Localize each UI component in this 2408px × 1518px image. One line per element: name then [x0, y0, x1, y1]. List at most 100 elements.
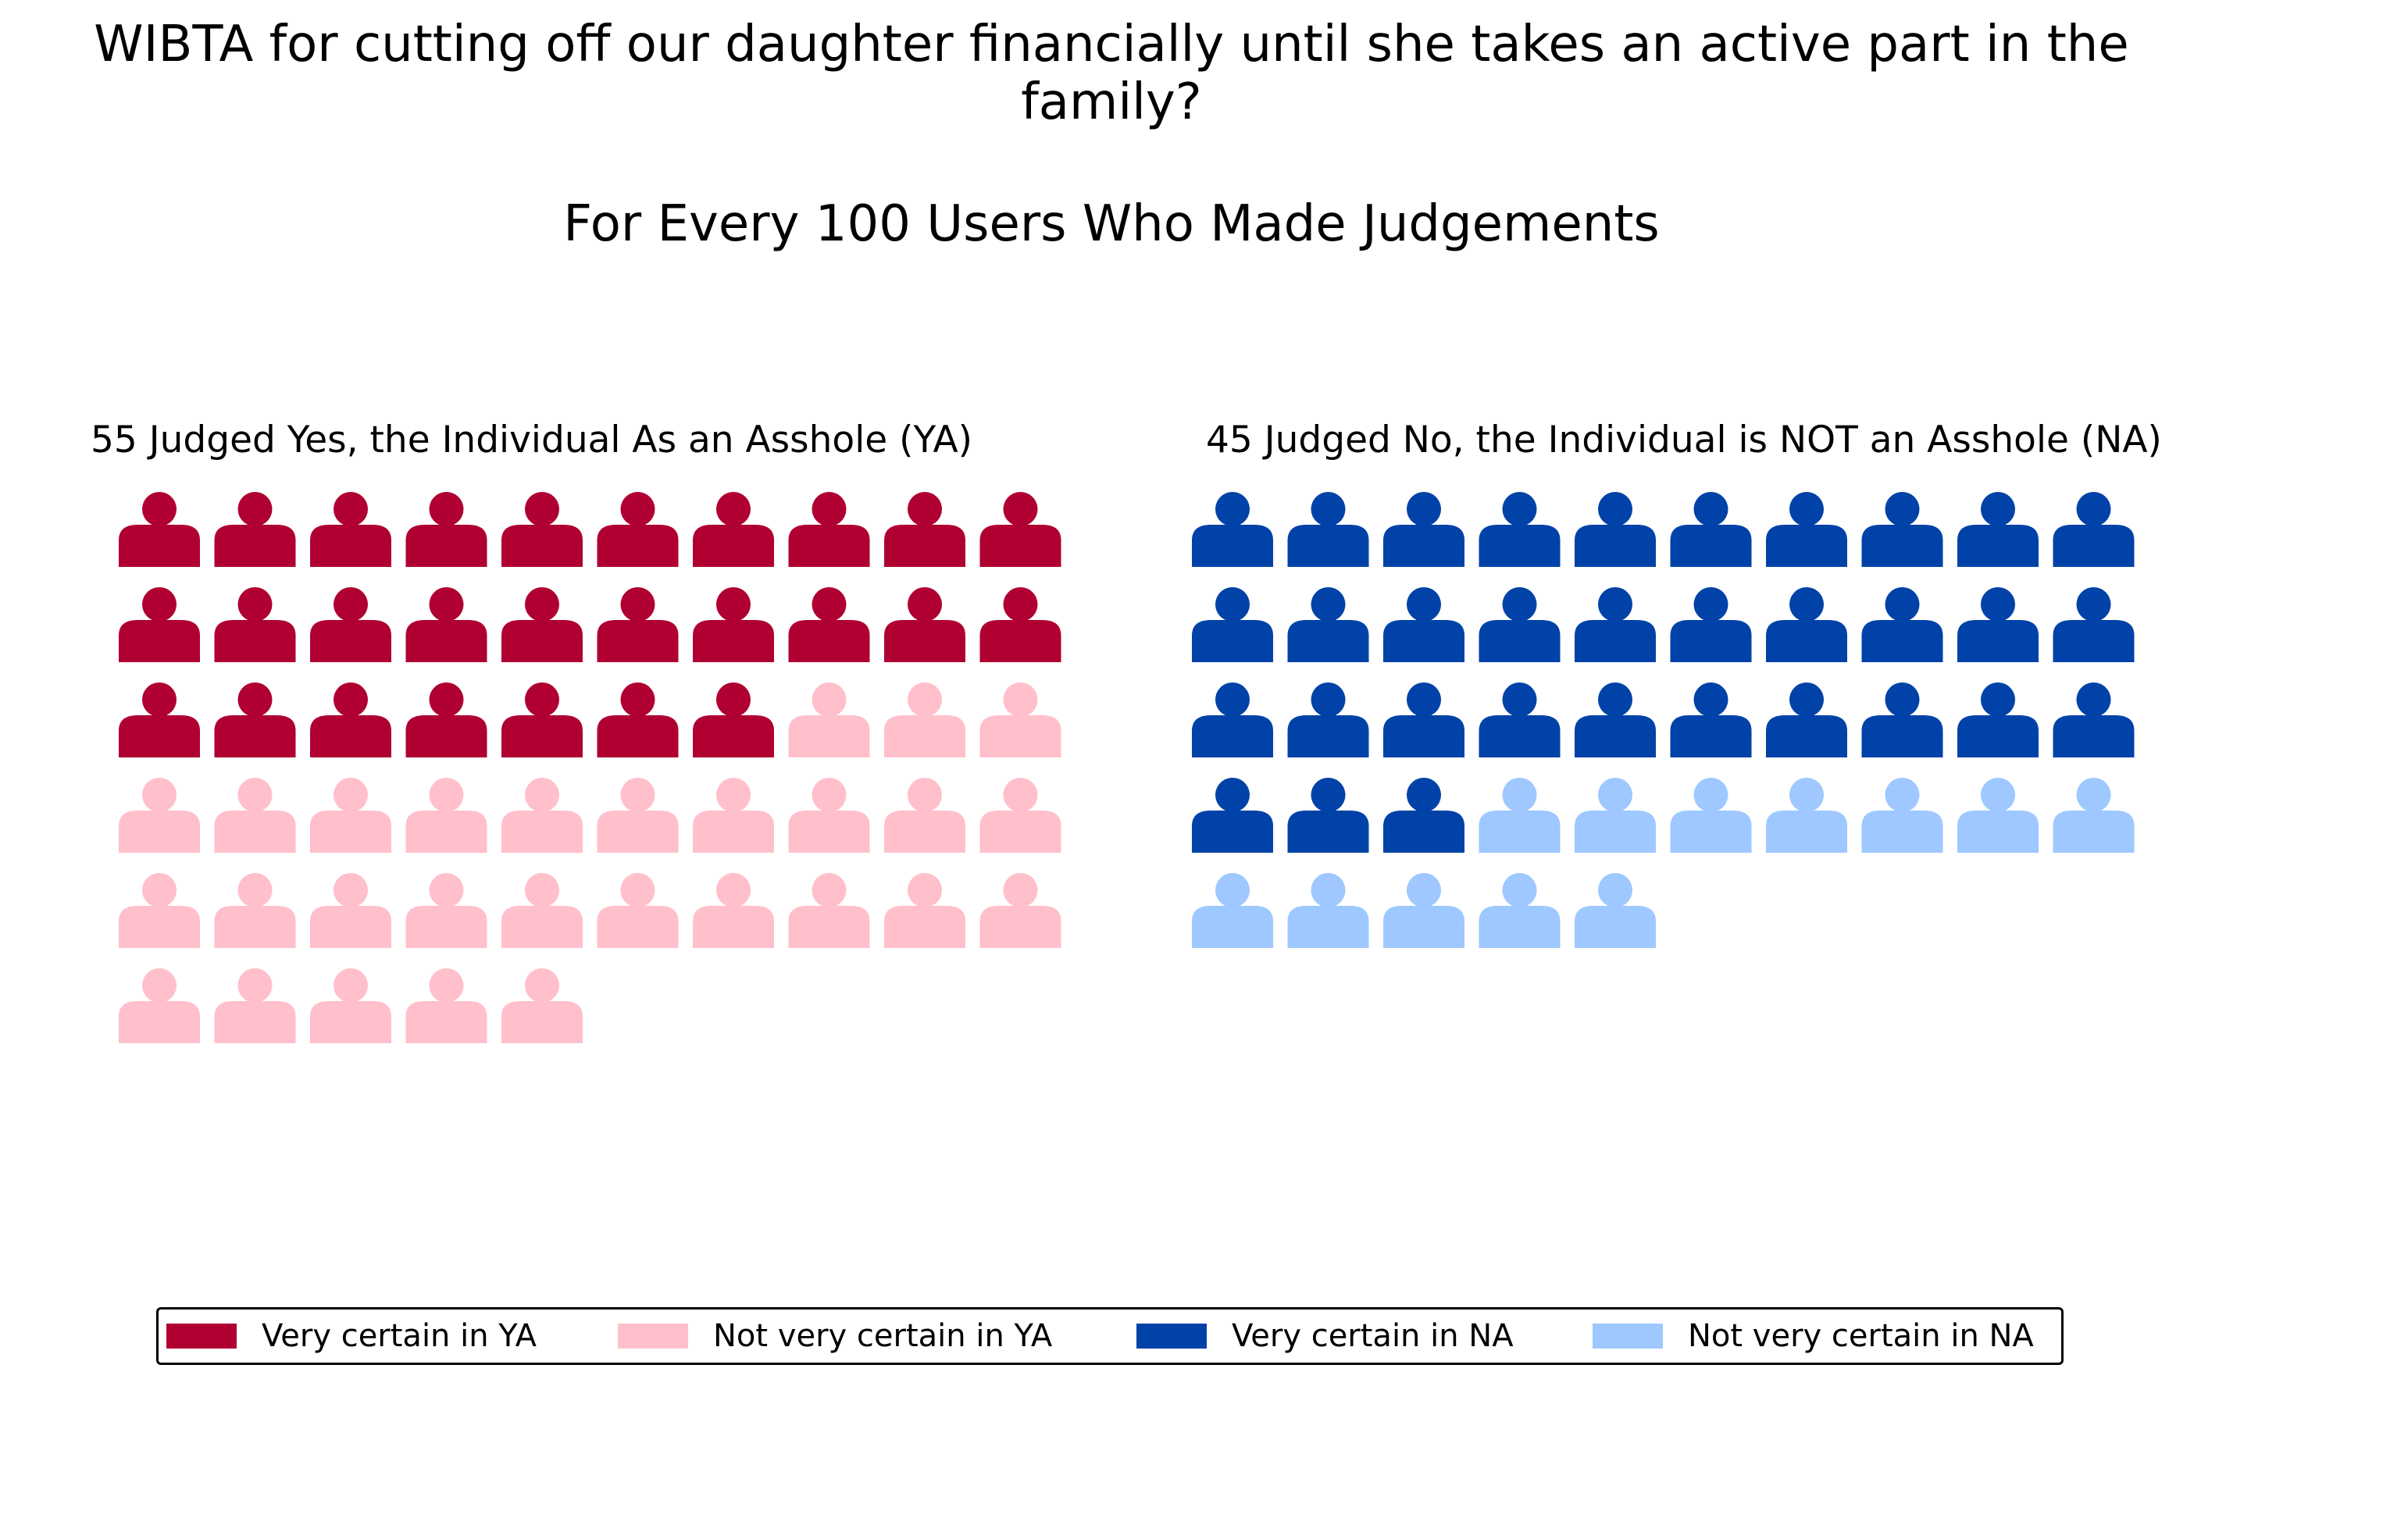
person-icon-ya-very-certain-in-ya [788, 492, 870, 567]
person-icon-ya-very-certain-in-ya [310, 587, 391, 662]
person-icon-ya-very-certain-in-ya [214, 682, 296, 757]
person-icon-ya-not-very-certain-in-ya [214, 968, 296, 1043]
person-icon-ya-very-certain-in-ya [979, 492, 1061, 567]
legend-label-very-certain-na: Very certain in NA [1232, 1318, 1514, 1354]
chart-title-line-2: family? [1021, 73, 1202, 131]
person-icon-na-not-very-certain-in-na [1479, 778, 1561, 853]
person-icon-na-very-certain-in-na [1766, 587, 1847, 662]
person-icon-ya-very-certain-in-ya [405, 587, 487, 662]
person-icon-ya-not-very-certain-in-ya [405, 873, 487, 948]
person-icon-na-not-very-certain-in-na [1383, 873, 1464, 948]
person-icon-ya-not-very-certain-in-ya [884, 682, 965, 757]
person-icon-na-not-very-certain-in-na [1575, 873, 1656, 948]
chart-subtitle: For Every 100 Users Who Made Judgements [563, 195, 1660, 253]
person-icon-ya-very-certain-in-ya [501, 492, 583, 567]
person-icon-na-very-certain-in-na [1287, 682, 1369, 757]
person-icon-ya-very-certain-in-ya [597, 587, 679, 662]
person-icon-na-very-certain-in-na [1192, 587, 1273, 662]
person-icon-na-very-certain-in-na [1670, 682, 1752, 757]
person-icon-ya-not-very-certain-in-ya [501, 778, 583, 853]
person-icon-na-very-certain-in-na [1192, 492, 1273, 567]
person-icon-na-very-certain-in-na [1287, 492, 1369, 567]
person-icon-ya-very-certain-in-ya [119, 492, 200, 567]
legend-label-very-certain-ya: Very certain in YA [262, 1318, 537, 1354]
person-icon-ya-not-very-certain-in-ya [119, 968, 200, 1043]
person-icon-na-not-very-certain-in-na [1192, 873, 1273, 948]
panel-title-ya: 55 Judged Yes, the Individual As an Assh… [91, 419, 972, 461]
person-icon-ya-very-certain-in-ya [119, 587, 200, 662]
legend-item-not-very-certain-ya: Not very certain in YA [618, 1310, 1052, 1363]
panel-na-icons [1192, 492, 2135, 948]
person-icon-ya-very-certain-in-ya [310, 682, 391, 757]
person-icon-ya-very-certain-in-ya [405, 682, 487, 757]
legend: Very certain in YA Not very certain in Y… [156, 1307, 2064, 1365]
person-icon-ya-not-very-certain-in-ya [501, 873, 583, 948]
person-icon-na-very-certain-in-na [1383, 587, 1464, 662]
person-icon-ya-not-very-certain-in-ya [979, 682, 1061, 757]
person-icon-ya-very-certain-in-ya [501, 682, 583, 757]
person-icon-na-very-certain-in-na [1479, 492, 1561, 567]
person-icon-na-very-certain-in-na [1861, 492, 1943, 567]
person-icon-ya-very-certain-in-ya [405, 492, 487, 567]
legend-label-not-very-certain-ya: Not very certain in YA [713, 1318, 1053, 1354]
person-icon-ya-not-very-certain-in-ya [693, 873, 774, 948]
person-icon-ya-not-very-certain-in-ya [788, 682, 870, 757]
person-icon-na-very-certain-in-na [1479, 587, 1561, 662]
person-icon-na-very-certain-in-na [1575, 587, 1656, 662]
person-icon-ya-not-very-certain-in-ya [310, 873, 391, 948]
person-icon-ya-not-very-certain-in-ya [884, 778, 965, 853]
legend-swatch-very-certain-ya [166, 1324, 237, 1349]
person-icon-na-not-very-certain-in-na [1575, 778, 1656, 853]
person-icon-na-very-certain-in-na [1670, 492, 1752, 567]
person-icon-ya-not-very-certain-in-ya [693, 778, 774, 853]
person-icon-na-not-very-certain-in-na [1861, 778, 1943, 853]
person-icon-na-very-certain-in-na [2053, 587, 2135, 662]
person-icon-na-not-very-certain-in-na [1479, 873, 1561, 948]
person-icon-ya-not-very-certain-in-ya [119, 778, 200, 853]
legend-swatch-not-very-certain-na [1593, 1324, 1663, 1349]
person-icon-ya-not-very-certain-in-ya [310, 778, 391, 853]
person-icon-ya-very-certain-in-ya [788, 587, 870, 662]
person-icon-na-very-certain-in-na [1957, 492, 2039, 567]
person-icon-na-very-certain-in-na [2053, 682, 2135, 757]
legend-item-not-very-certain-na: Not very certain in NA [1593, 1310, 2034, 1363]
person-icon-ya-not-very-certain-in-ya [788, 778, 870, 853]
person-icon-ya-not-very-certain-in-ya [405, 778, 487, 853]
person-icon-ya-very-certain-in-ya [884, 492, 965, 567]
person-icon-na-very-certain-in-na [1192, 778, 1273, 853]
person-icon-ya-very-certain-in-ya [979, 587, 1061, 662]
legend-label-not-very-certain-na: Not very certain in NA [1688, 1318, 2034, 1354]
chart-title-line-1: WIBTA for cutting off our daughter finan… [94, 16, 2129, 73]
person-icon-na-not-very-certain-in-na [1766, 778, 1847, 853]
person-icon-na-not-very-certain-in-na [1670, 778, 1752, 853]
person-icon-na-very-certain-in-na [1957, 587, 2039, 662]
person-icon-ya-not-very-certain-in-ya [979, 873, 1061, 948]
person-icon-na-very-certain-in-na [1287, 778, 1369, 853]
person-icon-ya-very-certain-in-ya [597, 682, 679, 757]
person-icon-ya-very-certain-in-ya [884, 587, 965, 662]
person-icon-na-not-very-certain-in-na [1287, 873, 1369, 948]
person-icon-na-very-certain-in-na [1766, 492, 1847, 567]
person-icon-ya-not-very-certain-in-ya [884, 873, 965, 948]
person-icon-na-very-certain-in-na [1766, 682, 1847, 757]
legend-swatch-very-certain-na [1136, 1324, 1207, 1349]
person-icon-na-very-certain-in-na [2053, 492, 2135, 567]
person-icon-ya-very-certain-in-ya [693, 682, 774, 757]
legend-swatch-not-very-certain-ya [618, 1324, 688, 1349]
person-icon-na-very-certain-in-na [1479, 682, 1561, 757]
person-icon-ya-very-certain-in-ya [214, 492, 296, 567]
person-icon-ya-not-very-certain-in-ya [119, 873, 200, 948]
person-icon-na-very-certain-in-na [1670, 587, 1752, 662]
person-icon-ya-not-very-certain-in-ya [310, 968, 391, 1043]
person-icon-na-very-certain-in-na [1957, 682, 2039, 757]
person-icon-na-very-certain-in-na [1575, 492, 1656, 567]
person-icon-na-very-certain-in-na [1287, 587, 1369, 662]
person-icon-ya-very-certain-in-ya [693, 492, 774, 567]
person-icon-na-very-certain-in-na [1575, 682, 1656, 757]
panel-ya-icons [119, 492, 1061, 1043]
person-icon-ya-very-certain-in-ya [693, 587, 774, 662]
person-icon-ya-not-very-certain-in-ya [501, 968, 583, 1043]
person-icon-na-very-certain-in-na [1383, 492, 1464, 567]
person-icon-ya-not-very-certain-in-ya [214, 778, 296, 853]
person-icon-na-not-very-certain-in-na [2053, 778, 2135, 853]
